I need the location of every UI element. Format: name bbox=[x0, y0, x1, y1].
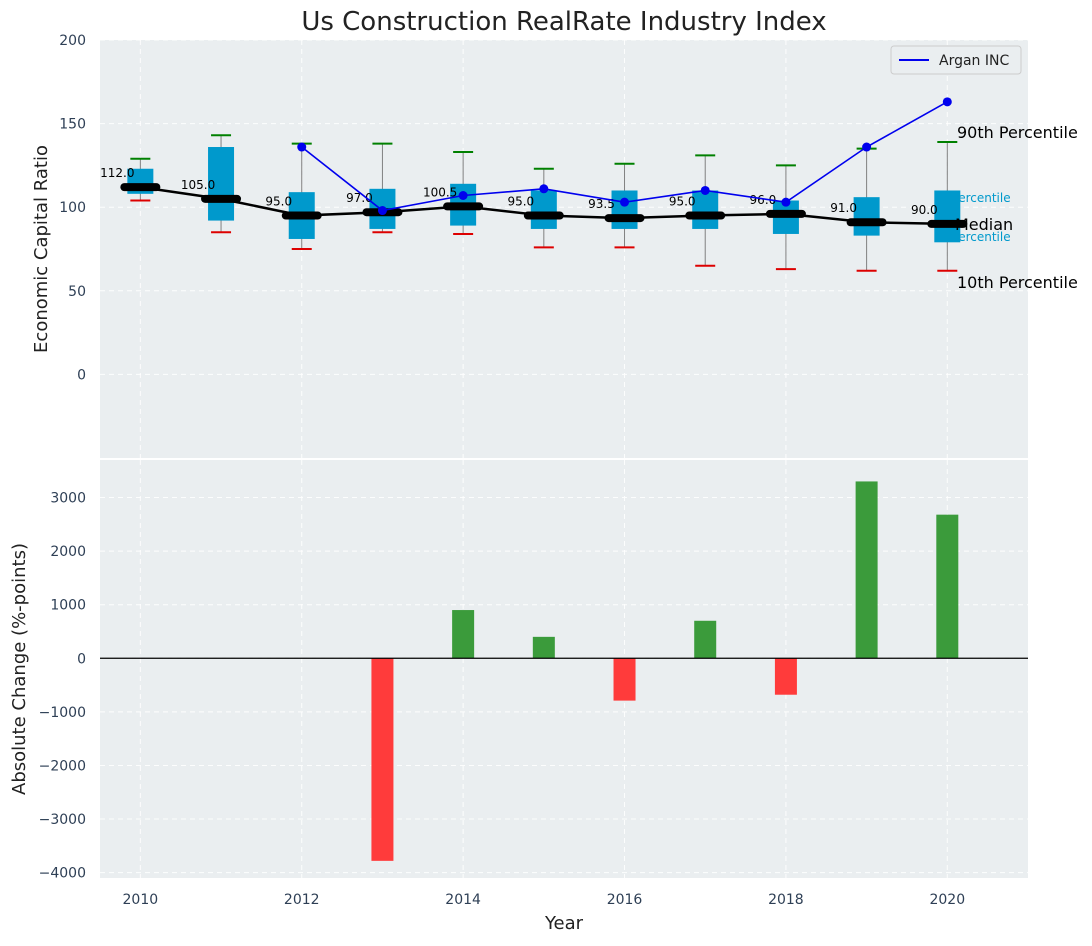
median-value-label: 95.0 bbox=[669, 195, 696, 209]
series-point bbox=[862, 142, 872, 152]
top-plot-area bbox=[100, 40, 1028, 458]
median-value-label: 97.0 bbox=[346, 191, 373, 205]
x-tick-label: 2012 bbox=[284, 892, 320, 908]
x-axis-label: Year bbox=[544, 913, 584, 934]
series-point bbox=[620, 197, 630, 207]
x-tick-label: 2016 bbox=[607, 892, 643, 908]
series-point bbox=[700, 185, 710, 195]
annotation-median: Median bbox=[955, 215, 1013, 234]
top-y-tick-label: 150 bbox=[59, 117, 86, 133]
change-bar bbox=[855, 481, 878, 659]
bottom-y-tick-label: 2000 bbox=[50, 544, 86, 560]
median-value-label: 112.0 bbox=[100, 166, 134, 180]
bottom-y-axis-label: Absolute Change (%-points) bbox=[9, 543, 30, 795]
series-point bbox=[297, 142, 307, 152]
median-value-label: 95.0 bbox=[507, 195, 534, 209]
bottom-y-tick-label: 3000 bbox=[50, 491, 86, 507]
bottom-y-tick-label: 1000 bbox=[50, 598, 86, 614]
bottom-y-tick-label: −4000 bbox=[39, 866, 86, 882]
series-point bbox=[377, 206, 387, 216]
median-value-label: 96.0 bbox=[750, 193, 777, 207]
annotation-75th-percentile: 75th Percentile bbox=[920, 191, 1011, 205]
series-point bbox=[942, 97, 952, 107]
x-tick-label: 2020 bbox=[929, 892, 965, 908]
annotation-90th-percentile: 90th Percentile bbox=[957, 123, 1078, 142]
change-bar bbox=[452, 610, 475, 659]
top-y-tick-label: 0 bbox=[77, 367, 86, 383]
chart-title: Us Construction RealRate Industry Index bbox=[301, 7, 826, 37]
x-tick-label: 2018 bbox=[768, 892, 804, 908]
x-tick-label: 2010 bbox=[123, 892, 159, 908]
change-bar bbox=[694, 620, 717, 659]
box-iqr bbox=[611, 190, 638, 229]
series-point bbox=[458, 190, 468, 200]
median-value-label: 93.5 bbox=[588, 197, 615, 211]
annotation-25th-percentile: 25th Percentile bbox=[920, 230, 1011, 244]
median-value-label: 90.0 bbox=[911, 203, 938, 217]
annotation-10th-percentile: 10th Percentile bbox=[957, 273, 1078, 292]
box-iqr bbox=[530, 190, 557, 229]
bottom-y-tick-label: −2000 bbox=[39, 758, 86, 774]
box-iqr bbox=[934, 190, 961, 243]
series-point bbox=[781, 197, 791, 207]
x-tick-label: 2014 bbox=[445, 892, 481, 908]
box-iqr bbox=[853, 197, 880, 236]
change-bar bbox=[371, 658, 394, 861]
median-value-label: 100.5 bbox=[423, 185, 457, 199]
median-line bbox=[140, 185, 948, 226]
change-bar bbox=[532, 636, 555, 659]
legend: Argan INC bbox=[890, 45, 1022, 75]
change-bar bbox=[613, 658, 636, 701]
bottom-y-tick-label: −1000 bbox=[39, 705, 86, 721]
bottom-y-tick-label: 0 bbox=[77, 651, 86, 667]
median-value-label: 105.0 bbox=[181, 178, 215, 192]
bottom-plot-area bbox=[100, 460, 1028, 878]
top-y-tick-label: 200 bbox=[59, 33, 86, 49]
box-iqr bbox=[208, 147, 235, 221]
change-bar bbox=[774, 658, 797, 695]
top-y-tick-label: 100 bbox=[59, 200, 86, 216]
top-y-axis-label: Economic Capital Ratio bbox=[31, 145, 52, 353]
median-value-label: 95.0 bbox=[265, 195, 292, 209]
series-point bbox=[539, 184, 549, 194]
change-bar bbox=[936, 514, 959, 659]
median-value-label: 91.0 bbox=[830, 201, 857, 215]
legend-label: Argan INC bbox=[939, 53, 1009, 69]
box-iqr bbox=[692, 190, 719, 229]
bottom-y-tick-label: −3000 bbox=[39, 812, 86, 828]
top-y-tick-label: 50 bbox=[68, 284, 86, 300]
